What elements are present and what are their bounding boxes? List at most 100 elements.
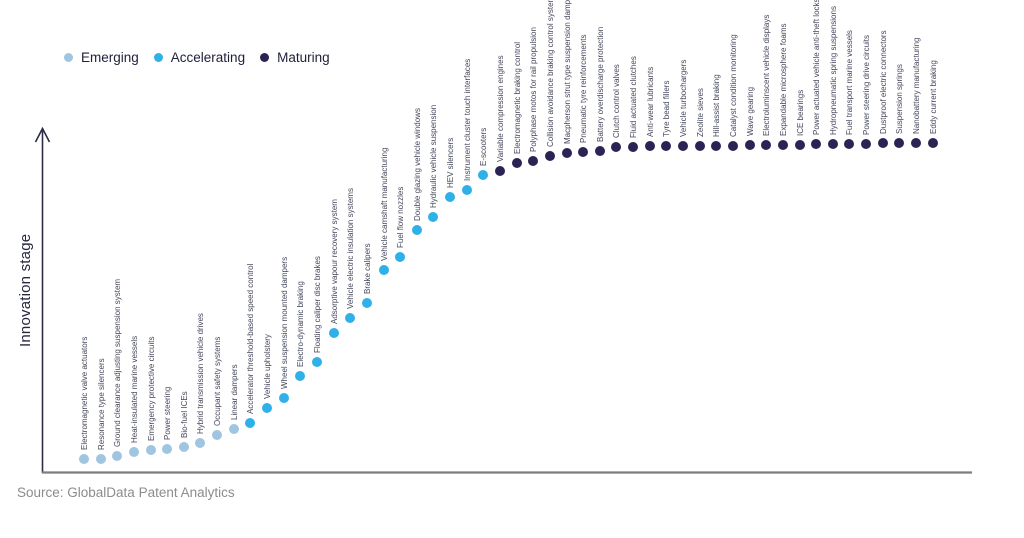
data-point (877, 138, 888, 148)
data-point (145, 444, 156, 455)
data-point (495, 165, 505, 176)
data-point (128, 446, 139, 457)
data-point-label: Emergency protective circuits (146, 336, 156, 441)
data-point-label: Eddy current braking (928, 60, 938, 134)
data-point (844, 138, 855, 149)
legend-dot-icon (153, 53, 163, 62)
data-point-label: Suspension springs (895, 64, 905, 134)
legend-dot-icon (64, 53, 73, 62)
data-point-label: Heat-insulated marine vessels (129, 335, 139, 443)
data-point-label: Ground clearance adjusting suspension sy… (113, 278, 123, 447)
data-point-label: Power steering drive circuits (862, 34, 872, 135)
data-point (162, 443, 173, 454)
data-point-label: Zeolite sieves (695, 88, 705, 137)
data-point (395, 252, 406, 263)
data-point (727, 140, 738, 151)
data-point-label: Adsorptive vapour recovery system (329, 198, 339, 324)
data-point (711, 140, 722, 151)
data-point-label: Nanobattery manufacturing (912, 37, 921, 135)
legend-item-maturing: Maturing (260, 50, 330, 65)
data-point (112, 450, 123, 461)
data-point (628, 141, 639, 152)
data-point-label: Fuel transport marine vessels (845, 30, 855, 135)
data-point-label: HEV silencers (446, 137, 456, 188)
data-point-label: Occupant safety systems (213, 336, 223, 427)
legend-dot-icon (260, 53, 270, 62)
data-point-label: Brake calipers (362, 243, 372, 294)
data-point-label: Wave gearing (745, 86, 755, 136)
legend-label: Emerging (81, 50, 139, 65)
data-point (794, 139, 805, 150)
data-point-label: Anti-wear lubricants (645, 66, 655, 137)
data-point-label: Vehicle upholstery (263, 333, 273, 399)
data-point-label: Resonance type silencers (96, 358, 106, 450)
data-point-label: Linear dampers (229, 364, 239, 420)
data-point (178, 441, 189, 452)
data-point-label: Hydropneumatic spring suspensions (828, 6, 838, 135)
data-point (278, 392, 289, 403)
data-point (694, 140, 705, 151)
data-point (661, 140, 672, 151)
data-point (911, 138, 921, 148)
source-note: Source: GlobalData Patent Analytics (17, 485, 235, 500)
data-point-label: Electromagnetic valve actuators (80, 336, 89, 450)
data-point-label: Variable compression engines (496, 55, 505, 162)
data-point-label: Double glazing vehicle windows (412, 107, 422, 221)
data-point-label: Vehicle turbochargers (679, 59, 689, 137)
data-point-label: Fluid actuated clutches (629, 56, 639, 138)
data-point-label: Polyphase motos for rail propulsion (529, 27, 539, 153)
data-point (594, 145, 605, 156)
data-point (761, 139, 772, 150)
data-point-label: Dustproof electric connectors (878, 30, 888, 134)
data-point (195, 438, 206, 449)
legend-label: Accelerating (170, 50, 246, 65)
data-point (245, 417, 256, 428)
data-point-label: ICE bearings (795, 89, 805, 136)
data-point (827, 138, 838, 149)
data-point-label: Electroluminscent vehicle displays (762, 14, 772, 136)
data-point-label: Bio-fuel ICEs (179, 391, 189, 438)
data-point-label: Vehicle camshaft manufacturing (379, 147, 389, 261)
data-point-label: Battery overdischarge protection (595, 26, 605, 142)
data-point (428, 212, 439, 223)
data-point-label: Hill-assist braking (712, 74, 722, 137)
data-point (511, 158, 522, 169)
data-point-label: Clutch control valves (612, 64, 622, 138)
data-point (777, 139, 788, 150)
data-point-label: Catalyst condition monitoring (728, 34, 738, 137)
data-point (79, 453, 89, 464)
data-point (528, 156, 539, 167)
data-point (95, 453, 106, 464)
data-point-label: Instrument cluster touch interfaces (462, 58, 472, 182)
data-point (861, 138, 872, 149)
data-point (411, 224, 422, 235)
data-point (927, 138, 938, 148)
data-point (461, 185, 472, 196)
data-point-label: Floating caliper disc brakes (312, 256, 322, 354)
data-point-label: Power steering (163, 386, 173, 440)
data-point (361, 297, 372, 308)
legend-item-accelerating: Accelerating (153, 50, 246, 65)
data-point (345, 313, 356, 324)
data-point (228, 423, 239, 434)
data-point-label: Pneumatic tyre reinforcements (579, 34, 589, 143)
data-point-label: Tyre bead fillers (662, 80, 672, 137)
data-point (561, 147, 572, 158)
data-point (328, 327, 339, 338)
data-point-label: Fuel flow nozzles (396, 186, 406, 249)
y-axis-arrow-icon (34, 126, 51, 143)
data-point (295, 370, 306, 381)
data-point-label: Expandable microsphere foams (778, 23, 788, 136)
data-point-label: Hybrid transmission vehicle drives (196, 313, 206, 435)
data-point-label: Power actuated vehicle anti-theft locks (812, 0, 822, 135)
data-point-label: Wheel suspension mounted dampers (279, 256, 289, 389)
data-point-label: Collision avoidance braking control syst… (545, 0, 555, 148)
data-point (478, 169, 489, 180)
data-point (678, 140, 689, 151)
data-point (744, 139, 755, 150)
data-point (578, 146, 589, 157)
data-point (445, 191, 456, 202)
data-point (212, 430, 223, 441)
